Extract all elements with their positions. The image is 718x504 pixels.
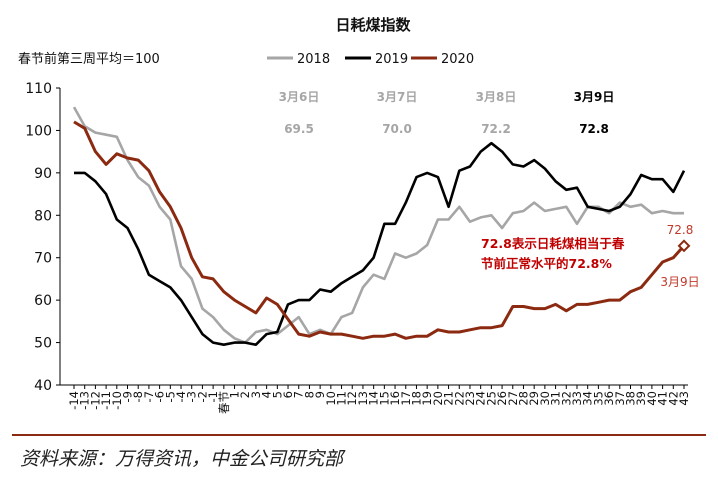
note-line-2: 节前正常水平的72.8% [481,256,612,271]
y-tick-label: 60 [34,293,52,309]
y-tick-label: 90 [34,166,52,182]
x-tick-label: 28 [516,391,530,406]
x-tick-label: -14 [67,391,81,410]
legend: 2018 2019 2020 [267,52,474,67]
annotation-value-1: 69.5 [284,122,314,136]
x-tick-label: 42 [666,391,680,406]
x-tick-label: 25 [484,391,498,406]
y-axis: 40 50 60 70 80 90 100 110 [25,81,61,394]
y-tick-label: 80 [34,208,52,224]
x-tick-label: 37 [613,391,627,406]
end-value-label: 72.8 [667,223,694,237]
x-tick-label: 春节 [217,391,231,414]
x-tick-label: -9 [121,391,135,402]
x-tick-label: -10 [110,391,124,410]
x-tick-label: -3 [185,391,199,402]
x-tick-label: 36 [602,391,616,406]
x-axis: -14 -12 -10 -8 -6 -4 -2 春节 2 4 6 8 10 12 14 16 18 20 22 24 2… [60,384,691,414]
annotation-date-4: 3月9日 [574,90,615,104]
series-line-2019 [74,141,686,346]
series-line-2020 [73,120,686,340]
y-tick-label: 50 [34,336,52,352]
x-tick-label: 26 [495,391,509,406]
footer-rule [12,434,706,436]
x-tick-label: -6 [153,391,167,402]
x-tick-label: 40 [645,391,659,406]
x-tick-label: 23 [463,391,477,406]
x-tick-label: -7 [142,391,156,402]
x-tick-label: 29 [527,391,541,406]
x-tick-label: 8 [302,391,316,398]
x-tick-label: 34 [581,391,595,406]
x-tick-label: 1 [228,391,242,398]
legend-label-2019: 2019 [375,52,408,67]
series-group [72,106,686,346]
end-marker [677,239,691,253]
x-tick-label: 20 [431,391,445,406]
annotation-values: 69.5 70.0 72.2 72.8 [284,122,609,136]
x-tick-label: 41 [656,391,670,406]
annotation-date-2: 3月7日 [377,90,418,104]
chart-title: 日耗煤指数 [335,16,411,34]
x-tick-label: 33 [570,391,584,406]
x-tick-label: 3 [249,391,263,398]
x-tick-label: -12 [88,391,102,410]
source-note: 资料来源：万得资讯，中金公司研究部 [20,448,344,470]
x-tick-label: 12 [345,391,359,406]
annotation-dates: 3月6日 3月7日 3月8日 3月9日 [279,90,615,104]
annotation-value-4: 72.8 [579,122,609,136]
x-tick-label: 30 [538,391,552,406]
end-marker-group [677,239,691,253]
annotation-date-3: 3月8日 [476,90,517,104]
legend-label-2020: 2020 [441,52,474,67]
x-tick-label: 35 [591,391,605,406]
x-tick-label: 16 [388,391,402,406]
end-date-label: 3月9日 [660,275,699,289]
series-line-2018 [72,106,684,344]
note-line-1: 72.8表示日耗煤相当于春 [481,236,625,251]
x-tick-label: 4 [260,391,274,398]
x-tick-label: 2 [238,391,252,398]
x-tick-label: -8 [131,391,145,402]
annotation-value-2: 70.0 [382,122,412,136]
y-tick-label: 70 [34,251,52,267]
x-tick-label: -2 [195,391,209,402]
x-tick-label: 15 [377,391,391,406]
x-tick-label: 21 [442,391,456,406]
x-tick-label: 24 [474,391,488,406]
annotation-value-3: 72.2 [481,122,511,136]
x-tick-label: 17 [399,391,413,406]
x-tick-label: -13 [78,391,92,410]
x-tick-label: 22 [452,391,466,406]
x-tick-label: 39 [634,391,648,406]
x-tick-label: 43 [677,391,691,406]
x-tick-label: 14 [367,391,381,406]
legend-label-2018: 2018 [297,52,330,67]
x-tick-label: 27 [506,391,520,406]
x-tick-label: 10 [324,391,338,406]
x-tick-label: -11 [99,391,113,410]
y-tick-label: 100 [25,123,52,139]
x-tick-label: 6 [281,391,295,398]
x-tick-label: 5 [270,391,284,398]
x-tick-label: -4 [174,391,188,402]
y-tick-label: 40 [34,378,52,394]
annotation-date-1: 3月6日 [279,90,320,104]
x-tick-label: 38 [623,391,637,406]
x-tick-label: 13 [356,391,370,406]
x-tick-label: -1 [206,391,220,402]
y-axis-label: 春节前第三周平均＝100 [18,51,160,67]
x-tick-label: 31 [549,391,563,406]
x-tick-label: 9 [313,391,327,398]
x-tick-label: 19 [420,391,434,406]
x-tick-label: 32 [559,391,573,406]
y-tick-label: 110 [25,81,52,97]
x-tick-label: 18 [409,391,423,406]
x-tick-label: -5 [163,391,177,402]
x-tick-label: 11 [335,391,349,406]
x-tick-label: 7 [292,391,306,398]
